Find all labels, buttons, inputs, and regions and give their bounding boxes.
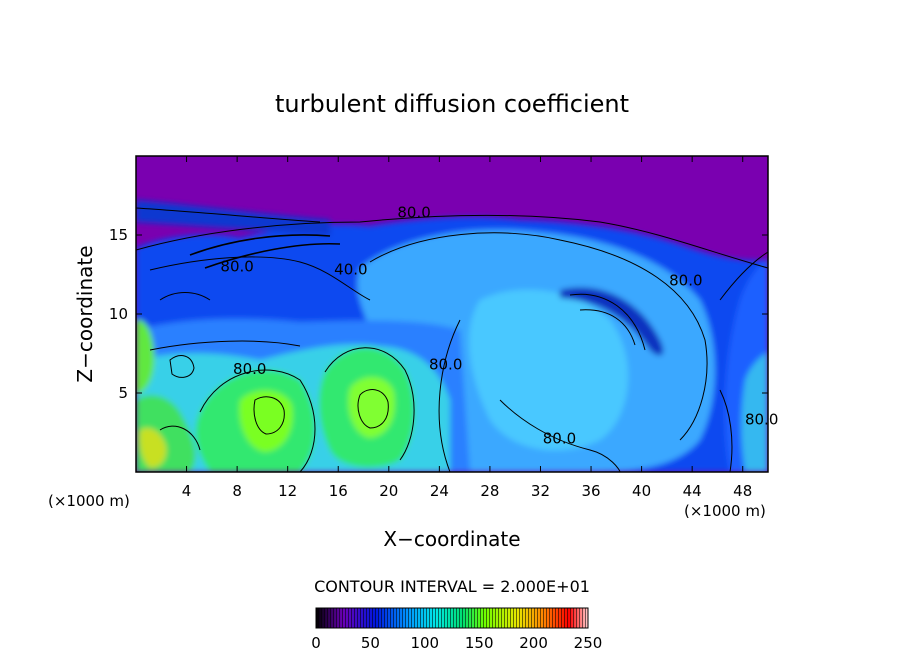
contour-line — [149, 256, 371, 301]
contour-line — [357, 389, 389, 429]
contour-line — [719, 251, 768, 301]
x-axis-label: X−coordinate — [383, 527, 520, 551]
field-lime-left — [239, 390, 293, 452]
colorbar-tick-label: 150 — [465, 634, 494, 652]
contour-line — [189, 234, 331, 256]
x-tick-label: 36 — [581, 482, 600, 500]
contour-line — [199, 369, 316, 472]
plot-area — [136, 156, 768, 472]
contour-label: 80.0 — [233, 360, 266, 378]
x-tick-label: 16 — [329, 482, 348, 500]
field-upper-band — [136, 200, 330, 236]
x-tick-label: 48 — [733, 482, 752, 500]
contour-line — [579, 309, 636, 346]
colorbar-frame — [315, 607, 589, 629]
colorbar-tick-label: 200 — [519, 634, 548, 652]
y-tick-label: 15 — [109, 226, 128, 244]
contour-line — [499, 399, 621, 472]
x-unit-right: (×1000 m) — [684, 502, 766, 520]
contour-label: 80.0 — [397, 204, 430, 222]
field-shading — [136, 200, 768, 472]
contour-line — [253, 396, 285, 435]
contour-label: 80.0 — [745, 411, 778, 429]
x-tick-label: 12 — [278, 482, 297, 500]
field-filament — [560, 287, 664, 356]
contour-label: 80.0 — [429, 355, 462, 373]
x-tick-label: 44 — [683, 482, 702, 500]
contour-line — [569, 293, 646, 351]
x-tick-label: 4 — [182, 482, 192, 500]
y-tick-label: 10 — [109, 305, 128, 323]
contour-label: 80.0 — [543, 430, 576, 448]
contour-line — [136, 207, 321, 223]
x-tick-label: 8 — [232, 482, 242, 500]
contour-line — [136, 214, 768, 269]
x-tick-label: 40 — [632, 482, 651, 500]
contour-label: 80.0 — [669, 272, 702, 290]
field-yellow-corner — [139, 427, 167, 468]
contour-line — [204, 242, 341, 269]
contour-line — [159, 425, 201, 451]
x-tick-label: 28 — [480, 482, 499, 500]
contour-label: 80.0 — [220, 257, 253, 275]
contour-line — [369, 232, 708, 441]
y-tick-label: 5 — [118, 384, 128, 402]
contour-line — [438, 319, 461, 472]
chart-title: turbulent diffusion coefficient — [275, 90, 629, 118]
x-tick-label: 24 — [430, 482, 449, 500]
contour-label: 40.0 — [334, 261, 367, 279]
contour-line — [324, 347, 415, 461]
contour-line — [719, 389, 733, 472]
contour-lines — [136, 207, 768, 472]
y-axis-label: Z−coordinate — [73, 245, 97, 382]
colorbar-ticks: 0 50 100 150 200 250 — [311, 634, 602, 652]
contour-interval-label: CONTOUR INTERVAL = 2.000E+01 — [314, 577, 590, 596]
colorbar-tick-label: 100 — [410, 634, 439, 652]
contour-line — [149, 340, 301, 351]
colorbar-tick-label: 250 — [574, 634, 603, 652]
field-left-edge-green — [136, 319, 155, 395]
contour-line — [169, 355, 195, 378]
colorbar-tick-label: 0 — [311, 634, 321, 652]
x-tick-label: 20 — [379, 482, 398, 500]
colorbar-stripes — [316, 608, 588, 628]
colorbar-tick-label: 50 — [361, 634, 380, 652]
x-tick-label: 32 — [531, 482, 550, 500]
contour-line — [159, 292, 211, 301]
field-cyan-core — [469, 289, 629, 451]
contour-labels: 80.0 80.0 40.0 80.0 80.0 80.0 80.0 80.0 — [220, 204, 778, 448]
colorbar: 0 50 100 150 200 250 — [311, 607, 602, 652]
field-right-edge-cyan — [741, 352, 768, 472]
x-unit-left: (×1000 m) — [48, 492, 130, 510]
